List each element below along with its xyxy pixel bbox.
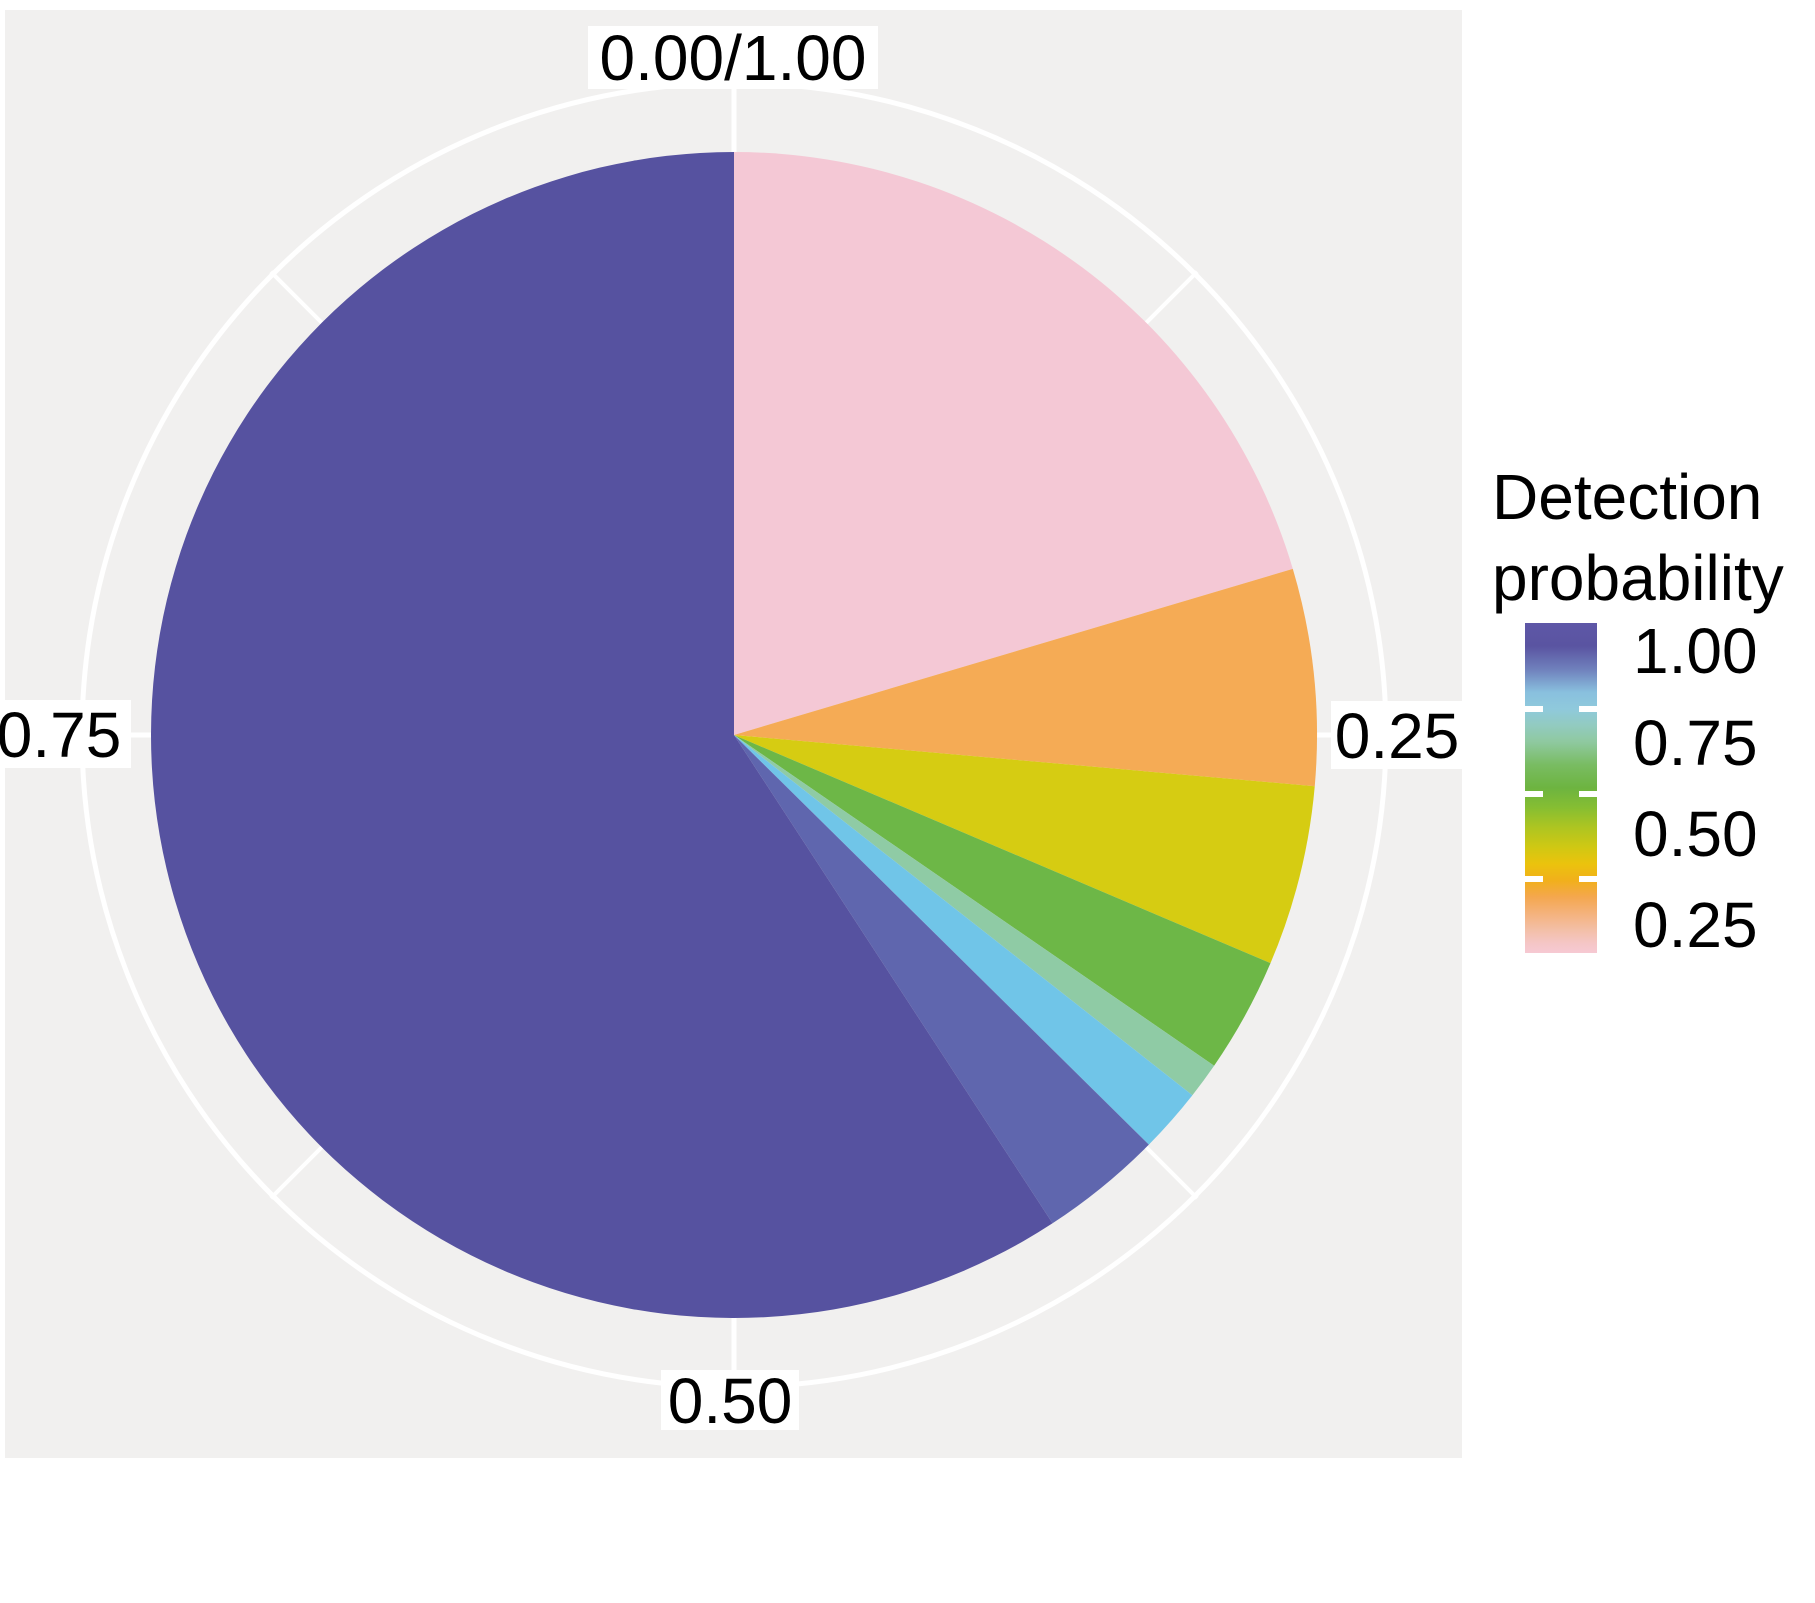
- pie-slice-slate-blue: [734, 735, 1149, 1224]
- legend-colorbar: [1525, 623, 1597, 953]
- angle-axis-label-right: 0.25: [1331, 700, 1464, 772]
- angle-axis-label-top: 0.00/1.00: [588, 22, 878, 94]
- legend-title-line1: Detection: [1492, 461, 1762, 533]
- pie-slice-sky-blue: [734, 735, 1193, 1145]
- legend-label-100: 1.00: [1633, 615, 1758, 687]
- legend-label-075: 0.75: [1633, 707, 1758, 779]
- axis-tick-label: 0.00/1.00: [600, 22, 867, 94]
- legend-label-050: 0.50: [1633, 798, 1758, 870]
- pie-slice-yellow: [734, 735, 1315, 964]
- legend-tick: [1525, 706, 1543, 712]
- pie-slice-teal: [734, 735, 1215, 1096]
- axis-tick-label: 0.25: [1335, 700, 1460, 772]
- pie-slice-orange: [734, 568, 1318, 787]
- axis-tick-label: 0.75: [0, 699, 121, 771]
- legend-tick: [1579, 876, 1597, 882]
- legend-tick: [1525, 791, 1543, 797]
- angle-axis-label-bottom: 0.50: [661, 1365, 799, 1437]
- pie-slice-purple: [151, 152, 1053, 1318]
- angle-axis-labels: 0.00/1.00 0.25 0.50 0.75: [0, 22, 1464, 1437]
- legend: Detection probability 1.00 0.75 0.50 0.2…: [1492, 461, 1784, 961]
- legend-colorbar-ticks: [1525, 706, 1597, 882]
- legend-tick: [1579, 791, 1597, 797]
- axis-label-bg: [1331, 701, 1464, 769]
- pie-slices: [151, 152, 1318, 1318]
- angle-axis-label-left: 0.75: [0, 699, 131, 771]
- legend-tick: [1579, 706, 1597, 712]
- pie-slice-green: [734, 735, 1271, 1066]
- legend-title-line2: probability: [1492, 542, 1784, 614]
- pie-slice-pink: [734, 152, 1293, 735]
- axis-tick-label: 0.50: [668, 1365, 793, 1437]
- legend-tick-labels: 1.00 0.75 0.50 0.25: [1633, 615, 1758, 961]
- axis-label-bg: [0, 700, 131, 768]
- axis-label-bg: [588, 26, 878, 89]
- legend-tick: [1525, 876, 1543, 882]
- axis-label-bg: [661, 1370, 799, 1430]
- legend-label-025: 0.25: [1633, 889, 1758, 961]
